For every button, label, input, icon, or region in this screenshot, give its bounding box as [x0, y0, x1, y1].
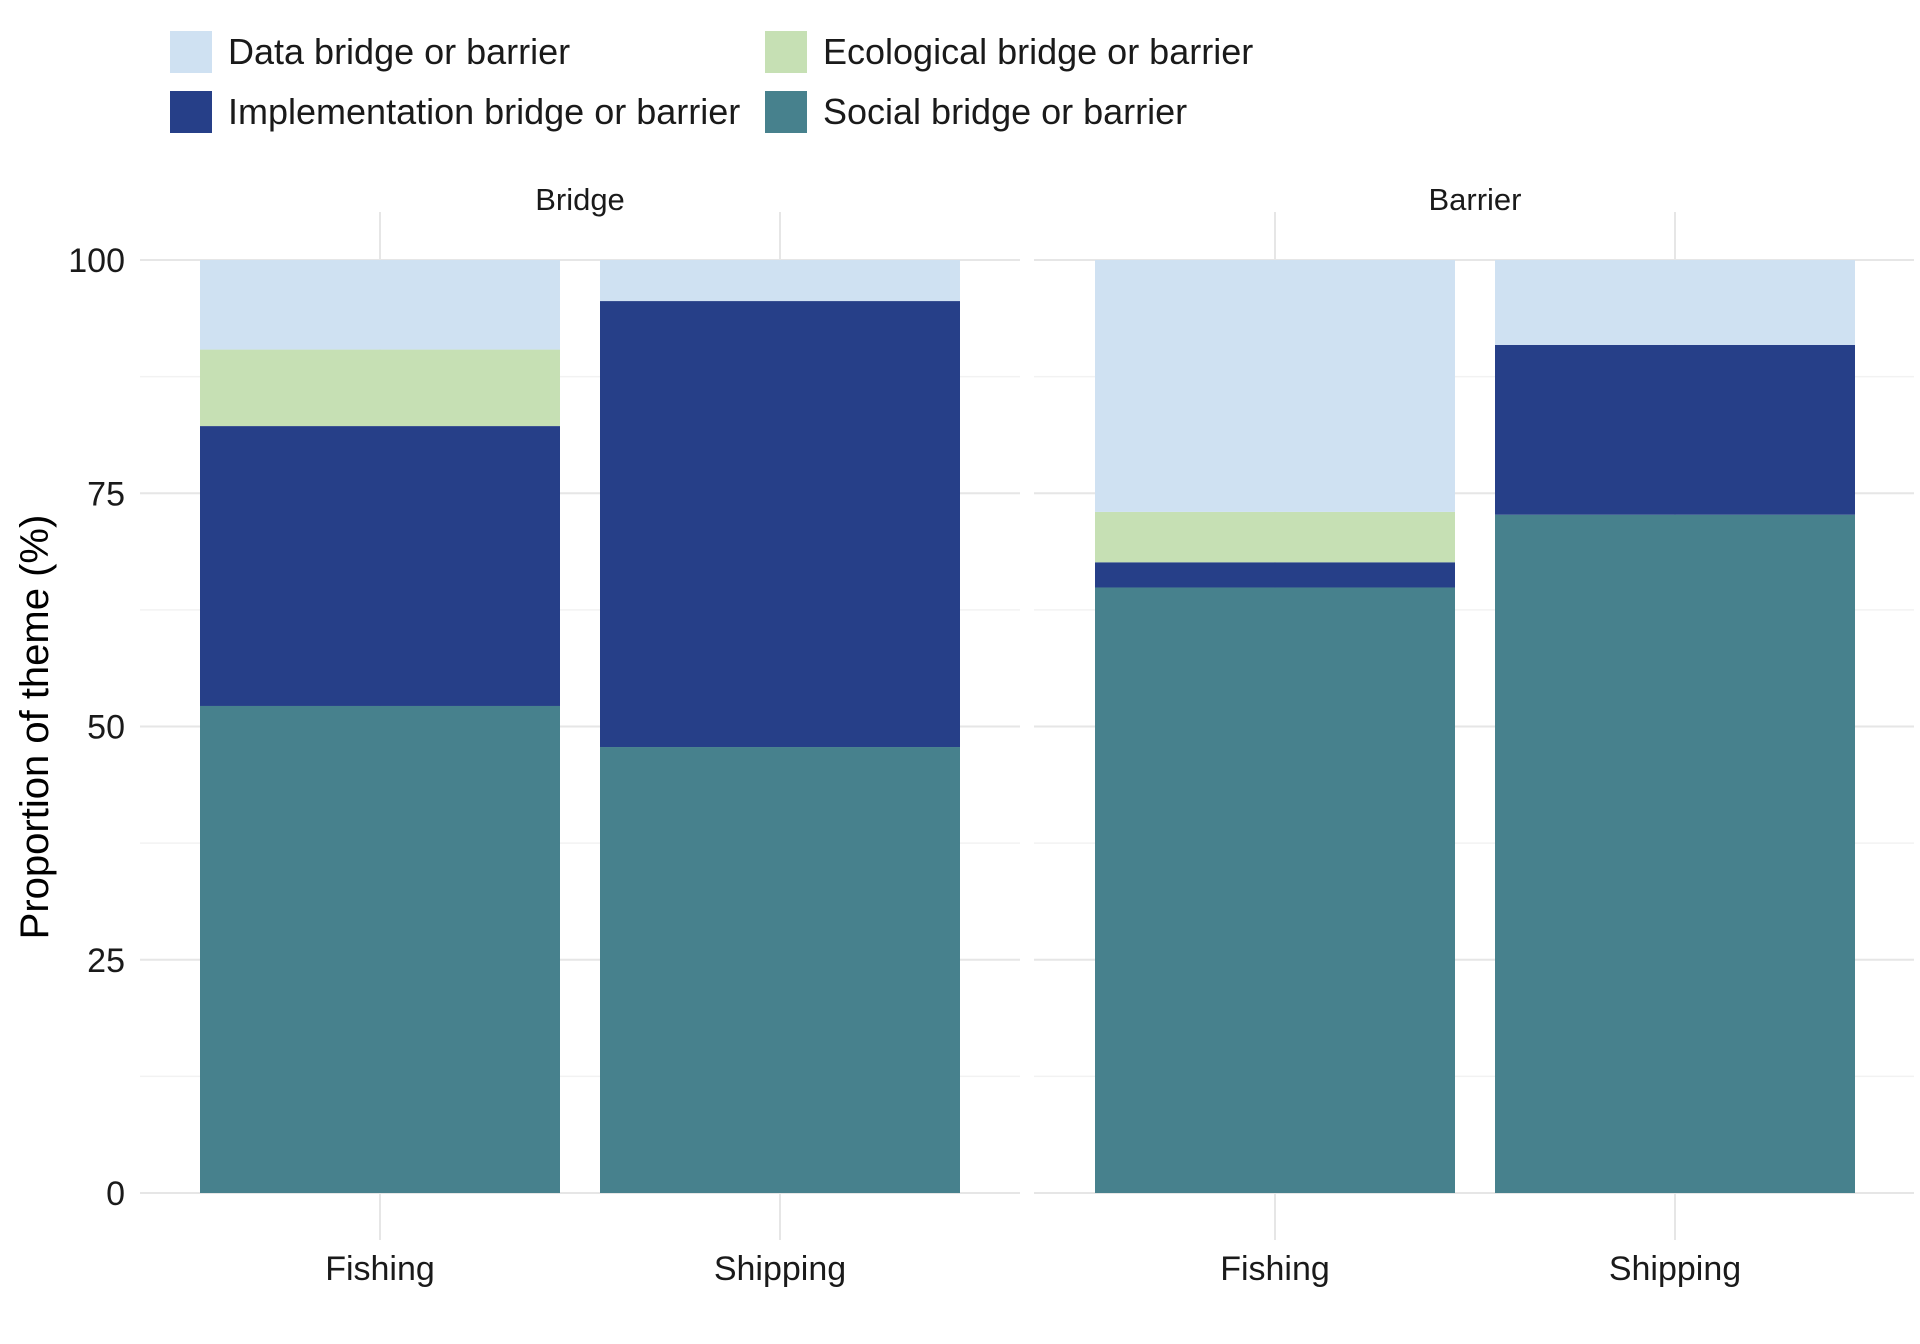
y-tick-label-100: 100	[68, 242, 125, 280]
panel-title-barrier: Barrier	[1428, 182, 1521, 217]
bar-bridge-fishing-ecological-bridge-or-barrier	[200, 349, 560, 427]
y-tick-label-25: 25	[87, 942, 125, 980]
bar-barrier-fishing-ecological-bridge-or-barrier	[1095, 511, 1455, 563]
bar-barrier-shipping-social-bridge-or-barrier	[1495, 514, 1855, 1193]
bar-barrier-fishing-implementation-bridge-or-barrier	[1095, 562, 1455, 588]
y-tick-label-0: 0	[106, 1175, 125, 1213]
legend-key-ecological-bridge-or-barrier	[765, 31, 807, 73]
x-tick-label-fishing: Fishing	[325, 1250, 435, 1288]
legend-label-data-bridge-or-barrier: Data bridge or barrier	[228, 31, 570, 72]
bar-bridge-shipping-data-bridge-or-barrier	[600, 260, 960, 302]
bar-bridge-fishing-implementation-bridge-or-barrier	[200, 426, 560, 706]
legend-label-social-bridge-or-barrier: Social bridge or barrier	[823, 91, 1187, 132]
bar-bridge-fishing-data-bridge-or-barrier	[200, 260, 560, 350]
legend-label-ecological-bridge-or-barrier: Ecological bridge or barrier	[823, 31, 1253, 72]
x-tick-label-shipping: Shipping	[1609, 1250, 1741, 1288]
panel-title-bridge: Bridge	[535, 182, 625, 217]
legend-label-implementation-bridge-or-barrier: Implementation bridge or barrier	[228, 91, 740, 132]
bar-bridge-shipping-implementation-bridge-or-barrier	[600, 301, 960, 748]
x-tick-label-fishing: Fishing	[1220, 1250, 1330, 1288]
y-axis-title: Proportion of theme (%)	[13, 515, 57, 940]
legend: Data bridge or barrier Ecological bridge …	[170, 31, 1253, 133]
bar-barrier-fishing-data-bridge-or-barrier	[1095, 260, 1455, 512]
y-tick-label-75: 75	[87, 475, 125, 513]
y-tick-label-50: 50	[87, 709, 125, 747]
bar-barrier-shipping-data-bridge-or-barrier	[1495, 260, 1855, 345]
x-tick-label-shipping: Shipping	[714, 1250, 846, 1288]
chart-panels: Bridge Fishing Shipping Barrier Fishing Shipp…	[140, 182, 1914, 1288]
legend-key-implementation-bridge-or-barrier	[170, 91, 212, 133]
y-axis: 0 25 50 75 100	[68, 242, 125, 1213]
legend-key-social-bridge-or-barrier	[765, 91, 807, 133]
bar-bridge-shipping-social-bridge-or-barrier	[600, 747, 960, 1193]
bar-barrier-fishing-social-bridge-or-barrier	[1095, 587, 1455, 1193]
legend-key-data-bridge-or-barrier	[170, 31, 212, 73]
panel-barrier: Barrier Fishing Shipping	[1034, 182, 1914, 1288]
panel-bridge: Bridge Fishing Shipping	[140, 182, 1020, 1288]
bar-bridge-fishing-social-bridge-or-barrier	[200, 705, 560, 1193]
bar-barrier-shipping-implementation-bridge-or-barrier	[1495, 344, 1855, 515]
